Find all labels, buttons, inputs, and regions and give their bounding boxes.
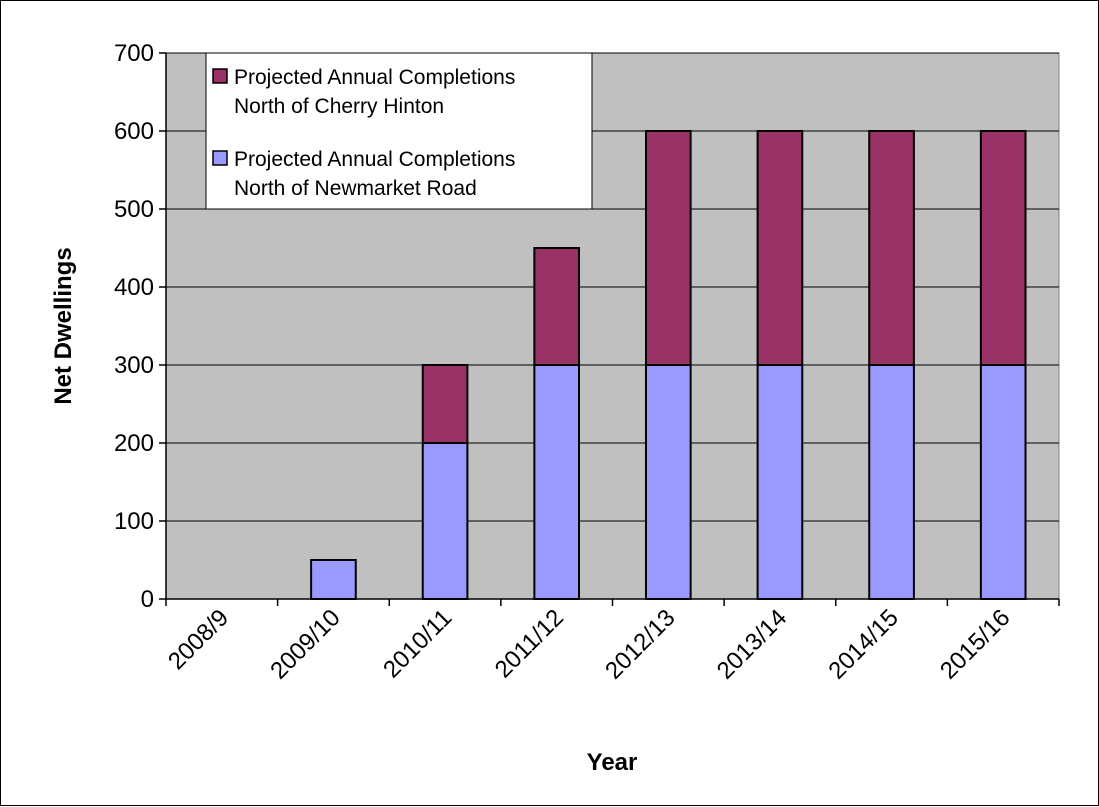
y-tick-label: 600 (114, 118, 154, 145)
y-axis-title: Net Dwellings (50, 247, 77, 404)
bar-cherry-hinton (533, 247, 581, 366)
legend-label-cherry-hinton-line1: Projected Annual Completions (234, 66, 515, 89)
bar-newmarket-road (310, 559, 357, 600)
y-tick-labels: 0 100 200 300 400 500 600 700 (114, 40, 154, 613)
y-tick-label: 0 (141, 586, 154, 613)
bar-newmarket-road (868, 364, 915, 600)
x-tick-label: 2009/10 (265, 604, 345, 684)
x-tick-label: 2012/13 (600, 604, 680, 684)
y-tick-label: 100 (114, 508, 154, 535)
x-tick-label: 2014/15 (823, 604, 903, 684)
bar-cherry-hinton (644, 130, 692, 366)
bar-cherry-hinton (421, 364, 469, 444)
x-axis-title: Year (587, 749, 638, 776)
legend-label-newmarket-road-line2: North of Newmarket Road (234, 177, 477, 200)
legend-swatch-cherry-hinton (212, 68, 228, 84)
bar-newmarket-road (979, 364, 1027, 600)
x-tick-label: 2013/14 (712, 604, 792, 684)
x-tick-label: 2011/12 (490, 604, 569, 683)
legend-item-newmarket-road: Projected Annual Completions North of Ne… (212, 148, 515, 200)
y-tick-label: 700 (114, 40, 154, 67)
bar-cherry-hinton (868, 130, 915, 366)
y-tick-label: 400 (114, 274, 154, 301)
y-tick-label: 300 (114, 352, 154, 379)
axes (159, 52, 1060, 606)
y-tick-label: 200 (114, 430, 154, 457)
legend-label-newmarket-road-line1: Projected Annual Completions (234, 148, 515, 171)
x-tick-label: 2008/9 (163, 604, 234, 675)
legend-item-cherry-hinton: Projected Annual Completions North of Ch… (212, 66, 515, 118)
legend: Projected Annual Completions North of Ch… (205, 52, 593, 210)
bar-cherry-hinton (756, 130, 804, 366)
bar-newmarket-road (421, 442, 469, 600)
bar-newmarket-road (756, 364, 804, 600)
bar-cherry-hinton (979, 130, 1027, 366)
bar-newmarket-road (533, 364, 581, 600)
bar-newmarket-road (644, 364, 692, 600)
x-tick-labels: 2008/9 2009/10 2010/11 2011/12 2012/13 2013/1… (163, 604, 1015, 684)
legend-box (205, 52, 593, 210)
legend-label-cherry-hinton-line2: North of Cherry Hinton (234, 95, 444, 118)
legend-swatch-newmarket-road (212, 150, 228, 166)
x-tick-label: 2015/16 (935, 604, 1015, 684)
x-tick-label: 2010/11 (378, 604, 457, 683)
bars (310, 130, 1027, 600)
y-tick-label: 500 (114, 196, 154, 223)
